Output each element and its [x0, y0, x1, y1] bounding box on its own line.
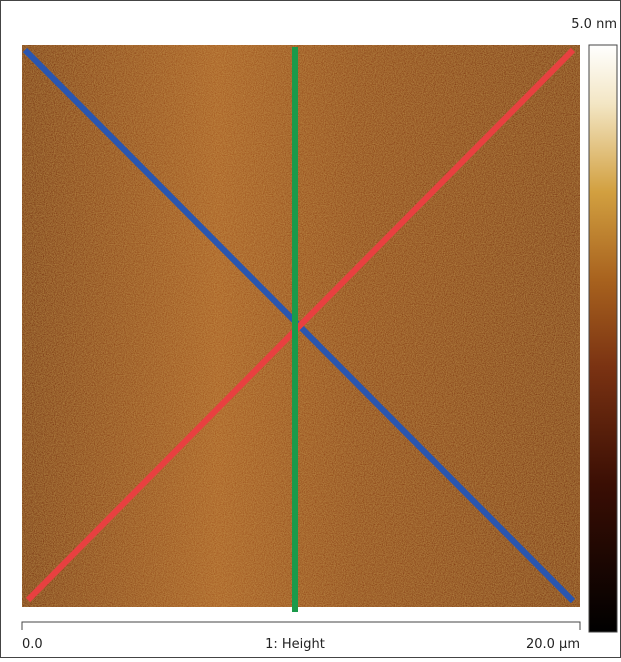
color-scale-bar: [589, 45, 617, 632]
axis-start-label: 0.0: [22, 637, 43, 652]
scale-max-label: 5.0 nm: [571, 17, 617, 32]
axis-end-label: 20.0 µm: [526, 637, 580, 652]
channel-label: 1: Height: [265, 637, 325, 652]
afm-viewer: 5.0 nm 0.0 1: Height 20.0 µm: [0, 0, 621, 658]
